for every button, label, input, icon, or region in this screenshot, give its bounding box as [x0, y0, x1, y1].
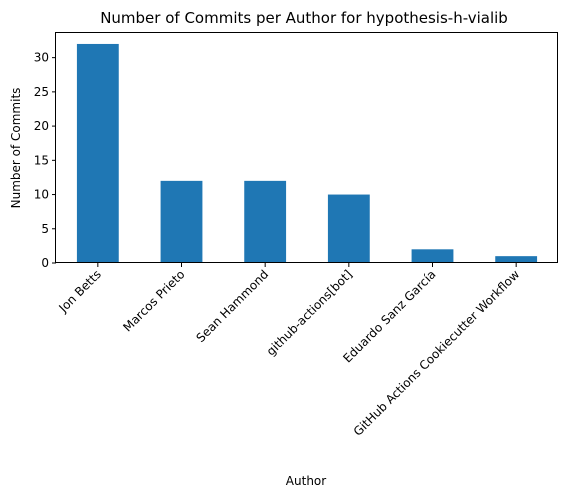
x-tick-label-1: Marcos Prieto [120, 267, 187, 334]
bar-2 [244, 180, 287, 263]
bars-group [76, 43, 538, 264]
bar-1 [160, 180, 203, 263]
x-tick-label-0: Jon Betts [55, 267, 103, 315]
y-axis-ticks: 0 5 10 15 20 25 30 [34, 51, 56, 270]
y-tick-label-3: 15 [34, 153, 49, 167]
y-tick-label-0: 0 [41, 256, 49, 270]
bar-4 [411, 249, 454, 263]
y-tick-label-2: 10 [34, 188, 49, 202]
x-tick-label-5: GitHub Actions Cookiecutter Workflow [351, 267, 523, 439]
x-tick-label-2: Sean Hammond [193, 267, 271, 345]
y-axis-label: Number of Commits [9, 88, 23, 209]
y-tick-label-6: 30 [34, 51, 49, 65]
y-tick-label-5: 25 [34, 85, 49, 99]
bar-0 [76, 43, 119, 264]
x-tick-label-4: Eduardo Sanz García [340, 267, 438, 365]
y-tick-label-4: 20 [34, 119, 49, 133]
x-axis-ticks: Jon Betts Marcos Prieto Sean Hammondgithub… [55, 263, 522, 439]
x-tick-label-3: github-actions[bot] [264, 267, 355, 358]
x-axis-label: Author [286, 474, 326, 488]
y-tick-label-1: 5 [41, 222, 49, 236]
bar-5 [495, 256, 538, 263]
plot-frame [55, 32, 558, 263]
bar-3 [327, 194, 370, 263]
chart-title: Number of Commits per Author for hypothe… [100, 9, 508, 27]
